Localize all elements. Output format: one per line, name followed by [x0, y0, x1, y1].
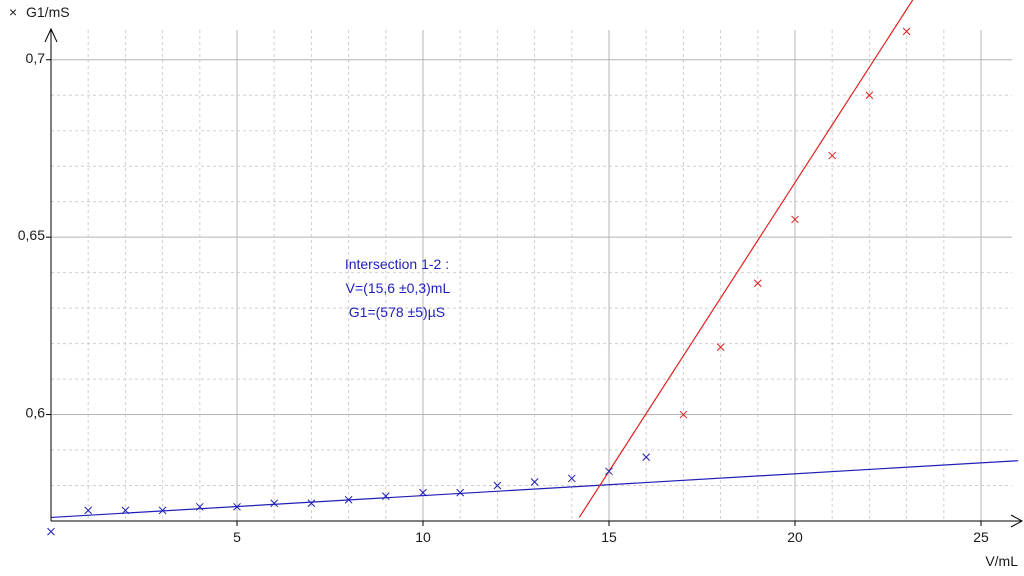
axes [44, 27, 1024, 528]
data-point-series-2 [865, 91, 874, 100]
data-point-series-1 [270, 499, 279, 508]
y-tick-labels: 0,60,650,70,750,8 [18, 50, 51, 421]
data-point-series-1 [344, 495, 353, 504]
data-point-series-1 [84, 506, 93, 515]
point-stroke [158, 506, 167, 515]
y-tick-label: 0,7 [26, 50, 46, 66]
data-point-series-1 [233, 502, 241, 511]
point-stroke [791, 215, 799, 224]
point-stroke [419, 488, 427, 497]
point-stroke [605, 467, 613, 476]
point-stroke [195, 502, 204, 511]
x-axis-label: V/mL [985, 553, 1018, 569]
point-stroke [493, 481, 502, 490]
point-stroke [84, 506, 93, 515]
data-points [47, 27, 911, 536]
intersection-annotation: Intersection 1-2 : V=(15,6 ±0,3)mL G1=(5… [345, 256, 451, 320]
point-stroke [47, 527, 55, 536]
y-axis-legend: × G1/mS [9, 4, 70, 20]
x-tick-label: 20 [787, 529, 803, 545]
data-point-series-2 [753, 279, 762, 288]
y-axis-arrow [44, 27, 58, 43]
fit-line-series-2 [578, 0, 914, 518]
x-axis-arrow [1010, 514, 1024, 528]
point-stroke [828, 151, 837, 160]
y-legend-marker: × [9, 4, 17, 20]
point-stroke [865, 91, 874, 100]
x-tick-label: 25 [973, 529, 989, 545]
data-point-series-1 [158, 506, 167, 515]
annotation-line-conductance: G1=(578 ±5)µS [349, 304, 445, 320]
data-point-series-1 [530, 478, 539, 486]
point-stroke [642, 453, 651, 461]
y-tick-label: 0,65 [18, 227, 45, 243]
data-point-series-1 [47, 527, 55, 536]
fit-lines [50, 0, 1019, 519]
annotation-line-volume: V=(15,6 ±0,3)mL [346, 280, 451, 296]
data-point-series-1 [567, 474, 576, 483]
x-tick-labels: 5 10 15 20 25 [233, 521, 989, 545]
point-stroke [567, 474, 576, 483]
point-stroke [530, 478, 539, 486]
point-stroke [270, 499, 279, 508]
data-point-series-1 [456, 488, 465, 497]
data-point-series-1 [307, 499, 316, 508]
data-point-series-2 [791, 215, 799, 224]
data-point-series-1 [195, 502, 204, 511]
data-point-series-2 [716, 343, 725, 352]
data-point-series-2 [679, 410, 688, 419]
y-tick-label: 0,6 [26, 405, 46, 421]
x-tick-label: 15 [601, 529, 617, 545]
data-point-series-1 [493, 481, 502, 490]
point-stroke [679, 410, 688, 419]
point-stroke [716, 343, 725, 352]
data-point-series-1 [121, 506, 130, 515]
major-grid [51, 30, 1012, 521]
data-point-series-1 [642, 453, 651, 461]
data-point-series-1 [381, 492, 390, 501]
minor-grid [51, 30, 1012, 521]
data-point-series-2 [902, 27, 911, 36]
point-stroke [121, 506, 130, 515]
point-stroke [753, 279, 762, 288]
point-stroke [902, 27, 911, 36]
data-point-series-2 [828, 151, 837, 160]
fit-line-series-1 [50, 460, 1019, 519]
y-axis-label: G1/mS [26, 4, 70, 20]
x-tick-label: 10 [415, 529, 431, 545]
point-stroke [233, 502, 241, 511]
x-tick-label: 5 [233, 529, 241, 545]
point-stroke [307, 499, 316, 508]
point-stroke [344, 495, 353, 504]
data-point-series-1 [605, 467, 613, 476]
point-stroke [456, 488, 465, 497]
point-stroke [381, 492, 390, 501]
data-point-series-1 [419, 488, 427, 497]
annotation-line-title: Intersection 1-2 : [345, 256, 449, 272]
